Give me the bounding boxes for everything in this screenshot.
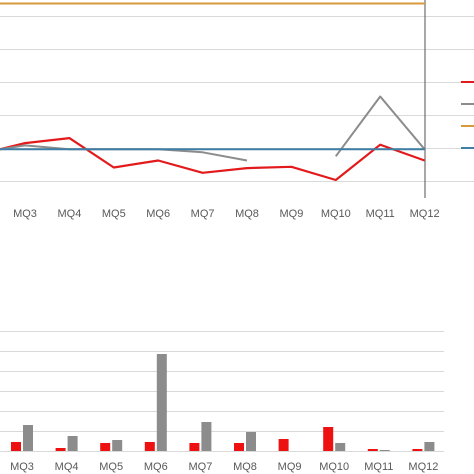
x-tick-label: MQ10 [321, 208, 351, 220]
x-tick-label: MQ9 [279, 208, 303, 220]
gray-bar [156, 354, 167, 451]
x-tick-label: MQ8 [235, 208, 259, 220]
line-chart: MQ3 MQ4 MQ5 MQ6 MQ7 MQ8 MQ9 MQ10 MQ11 MQ12 [0, 0, 474, 220]
x-tick-label: MQ12 [408, 461, 438, 473]
gray-series-line [334, 95, 426, 157]
x-tick-label: MQ11 [366, 208, 395, 220]
x-tick-label: MQ3 [10, 461, 34, 473]
red-bar [189, 443, 200, 451]
line-chart-x-tick-labels: MQ3 MQ4 MQ5 MQ6 MQ7 MQ8 MQ9 MQ10 MQ11 MQ12 [13, 208, 440, 220]
bar-chart-x-tick-labels: MQ3 MQ4 MQ5 MQ6 MQ7 MQ8 MQ9 MQ10 MQ11 MQ12 [10, 461, 438, 473]
red-series-line [0, 137, 425, 182]
gray-bar [246, 432, 256, 451]
x-tick-label: MQ3 [13, 208, 37, 220]
gray-bar [67, 436, 78, 451]
x-tick-label: MQ12 [410, 208, 440, 220]
red-bar [11, 442, 21, 451]
x-tick-label: MQ8 [233, 461, 257, 473]
line-chart-legend [461, 81, 474, 149]
x-tick-label: MQ5 [99, 461, 123, 473]
x-tick-label: MQ5 [102, 208, 126, 220]
x-tick-label: MQ6 [146, 208, 170, 220]
x-tick-label: MQ7 [188, 461, 212, 473]
gray-bar [112, 440, 123, 451]
gray-bar [424, 442, 435, 451]
x-tick-label: MQ9 [278, 461, 302, 473]
red-bar [234, 443, 244, 451]
red-bar [144, 442, 155, 451]
bar-chart-bars [11, 354, 435, 451]
red-bar [100, 443, 111, 451]
gray-series-line [0, 144, 248, 162]
x-tick-label: MQ4 [57, 208, 81, 220]
gray-bar [379, 450, 390, 451]
x-tick-label: MQ7 [191, 208, 215, 220]
x-tick-label: MQ11 [364, 461, 393, 473]
gray-bar [335, 443, 346, 451]
red-bar [323, 427, 334, 451]
x-tick-label: MQ10 [319, 461, 349, 473]
x-tick-label: MQ6 [144, 461, 168, 473]
red-bar [412, 449, 423, 451]
line-chart-series [0, 2, 426, 182]
red-bar [278, 439, 289, 451]
gray-bar [23, 425, 33, 451]
bar-chart: MQ3 MQ4 MQ5 MQ6 MQ7 MQ8 MQ9 MQ10 MQ11 MQ12 [0, 331, 444, 473]
red-bar [55, 448, 66, 451]
x-tick-label: MQ4 [55, 461, 79, 473]
gray-bar [201, 422, 212, 451]
red-bar [367, 449, 378, 451]
bar-chart-gridlines [0, 331, 444, 452]
